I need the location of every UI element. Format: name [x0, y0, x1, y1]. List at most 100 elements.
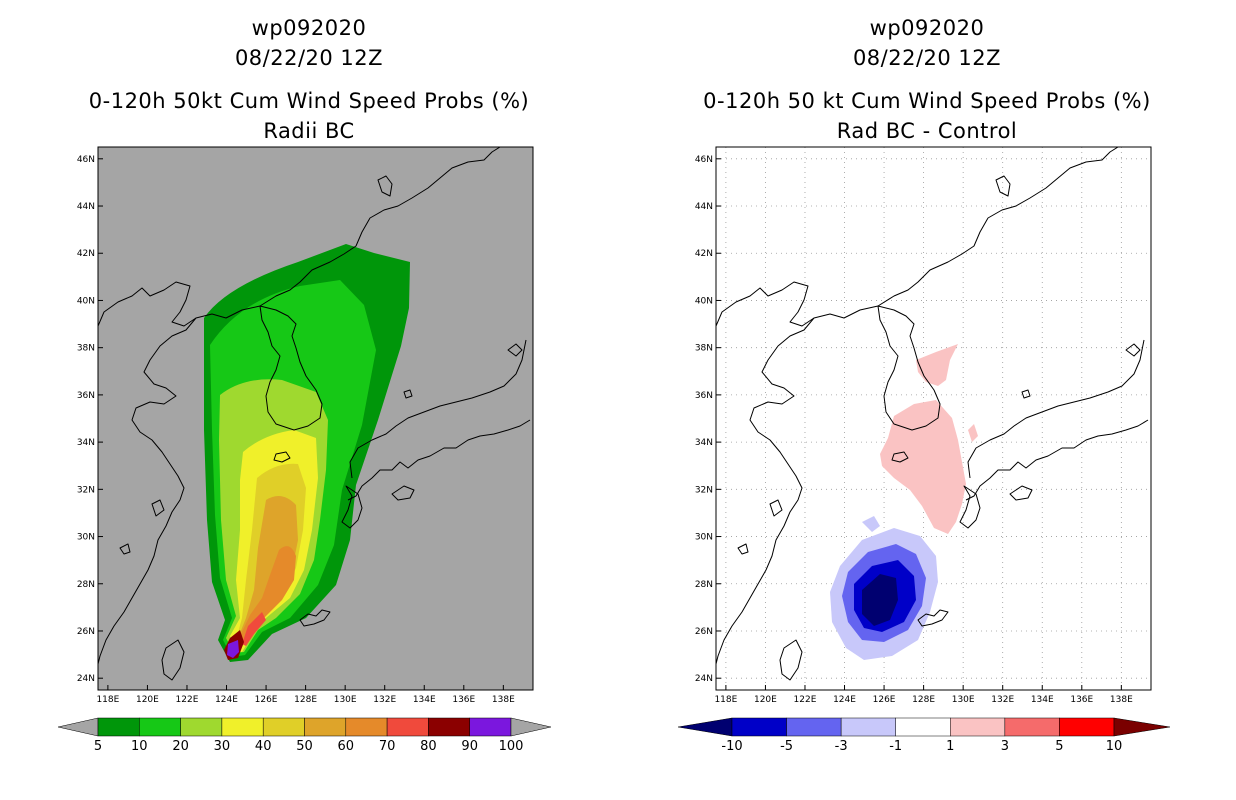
lat-tick-label: 32N: [695, 485, 713, 495]
difference-shading: [830, 344, 978, 660]
colorbar-swatch: [731, 717, 787, 737]
colorbar-label: 100: [499, 739, 524, 754]
left-panel: wp092020 08/22/20 12Z 0-120h 50kt Cum Wi…: [57, 16, 552, 754]
colorbar-label: 80: [420, 739, 437, 754]
lat-tick-label: 24N: [77, 674, 95, 684]
lon-tick-label: 118E: [96, 695, 119, 705]
colorbar-swatch: [304, 717, 347, 737]
colorbar-label: 3: [1001, 739, 1009, 754]
lon-tick-label: 126E: [255, 695, 278, 705]
probability-swath: [204, 244, 410, 662]
coastlines: [716, 147, 1149, 681]
colorbar-swatch: [895, 717, 951, 737]
lon-tick-label: 122E: [794, 695, 817, 705]
colorbar-label: 50: [296, 739, 313, 754]
lat-tick-label: 44N: [77, 202, 95, 212]
lon-tick-label: 128E: [294, 695, 317, 705]
lon-tick-label: 134E: [413, 695, 436, 705]
colorbar-label: 30: [214, 739, 231, 754]
colorbar-low-end: [57, 717, 99, 737]
colorbar-swatch: [840, 717, 896, 737]
lon-tick-label: 136E: [452, 695, 475, 705]
storm-id-title: wp092020: [251, 16, 367, 40]
product-title: 0-120h 50kt Cum Wind Speed Probs (%): [88, 89, 530, 113]
colorbar-swatch: [950, 717, 1006, 737]
colorbar-label: 20: [172, 739, 189, 754]
lon-tick-label: 124E: [215, 695, 238, 705]
colorbar-low-end: [677, 717, 733, 737]
lat-tick-label: 24N: [695, 674, 713, 684]
lon-tick-label: 126E: [873, 695, 896, 705]
colorbar-swatch: [469, 717, 512, 737]
lon-tick-label: 130E: [952, 695, 975, 705]
colorbar-swatch: [139, 717, 181, 737]
lat-tick-label: 40N: [695, 296, 713, 306]
lat-tick-label: 34N: [77, 438, 95, 448]
colorbar-swatch: [1059, 717, 1115, 737]
colorbar-label: 10: [131, 739, 148, 754]
colorbar-swatch: [786, 717, 842, 737]
colorbar-label: -3: [835, 739, 848, 754]
lon-tick-label: 136E: [1070, 695, 1093, 705]
colorbar: -10 -5 -3 -1 1 3 5 10: [677, 717, 1171, 754]
lat-tick-label: 46N: [77, 155, 95, 165]
colorbar-label: 70: [379, 739, 396, 754]
product-title: 0-120h 50 kt Cum Wind Speed Probs (%): [703, 89, 1151, 113]
lon-tick-label: 132E: [991, 695, 1014, 705]
colorbar-swatch: [428, 717, 470, 737]
axis-ticks: 46N 44N 42N 40N 38N 36N 34N 32N 30N 28N 26N 24N 118E…: [77, 155, 515, 705]
lon-tick-label: 124E: [833, 695, 856, 705]
colorbar-high-end: [1113, 717, 1171, 737]
right-panel: wp092020 08/22/20 12Z 0-120h 50 kt Cum W…: [618, 0, 1236, 800]
lon-tick-label: 134E: [1031, 695, 1054, 705]
colorbar-swatch: [180, 717, 223, 737]
probability-map: 46N 44N 42N 40N 38N 36N 34N 32N 30N 28N 26N 24N 118E…: [57, 146, 552, 754]
lat-tick-label: 28N: [695, 580, 713, 590]
colorbar: 5 10 20 30 40 50 60 70 80 90 100: [57, 717, 552, 754]
colorbar-label: 5: [1055, 739, 1063, 754]
datetime-title: 08/22/20 12Z: [852, 46, 1002, 70]
colorbar-high-end: [510, 717, 552, 737]
lon-tick-label: 132E: [373, 695, 396, 705]
coastlines: [98, 147, 531, 681]
colorbar-swatch: [97, 717, 140, 737]
lat-tick-label: 32N: [77, 485, 95, 495]
lat-tick-label: 28N: [77, 580, 95, 590]
panel-subtitle: Rad BC - Control: [836, 119, 1018, 143]
colorbar-label: 40: [255, 739, 272, 754]
colorbar-swatch: [221, 717, 264, 737]
lat-tick-label: 42N: [77, 249, 95, 259]
lat-tick-label: 42N: [695, 249, 713, 259]
lat-tick-label: 26N: [695, 627, 713, 637]
colorbar-label: 1: [946, 739, 954, 754]
lat-tick-label: 34N: [695, 438, 713, 448]
lat-tick-label: 36N: [695, 391, 713, 401]
lat-tick-label: 30N: [77, 533, 95, 543]
datetime-title: 08/22/20 12Z: [234, 46, 384, 70]
colorbar-swatch: [1004, 717, 1060, 737]
lat-lon-grid: [716, 147, 1151, 690]
lon-tick-label: 120E: [136, 695, 159, 705]
colorbar-swatch: [386, 717, 429, 737]
storm-id-title: wp092020: [869, 16, 985, 40]
lon-tick-label: 138E: [1110, 695, 1133, 705]
colorbar-label: 90: [461, 739, 478, 754]
lon-tick-label: 128E: [912, 695, 935, 705]
lat-tick-label: 26N: [77, 627, 95, 637]
lon-tick-label: 122E: [176, 695, 199, 705]
colorbar-label: -5: [780, 739, 793, 754]
colorbar-swatch: [262, 717, 305, 737]
lat-tick-label: 38N: [77, 344, 95, 354]
lon-tick-label: 130E: [334, 695, 357, 705]
colorbar-swatch: [345, 717, 388, 737]
lat-tick-label: 30N: [695, 533, 713, 543]
lat-tick-label: 40N: [77, 296, 95, 306]
difference-map: 46N 44N 42N 40N 38N 36N 34N 32N 30N 28N 26N 24N 118E…: [677, 146, 1171, 754]
panel-subtitle: Radii BC: [263, 119, 355, 143]
lon-tick-label: 118E: [714, 695, 737, 705]
axis-ticks: 46N 44N 42N 40N 38N 36N 34N 32N 30N 28N 26N 24N 118E…: [695, 155, 1133, 705]
lat-tick-label: 44N: [695, 202, 713, 212]
colorbar-label: 60: [338, 739, 355, 754]
colorbar-label: 5: [94, 739, 102, 754]
colorbar-label: 10: [1106, 739, 1123, 754]
